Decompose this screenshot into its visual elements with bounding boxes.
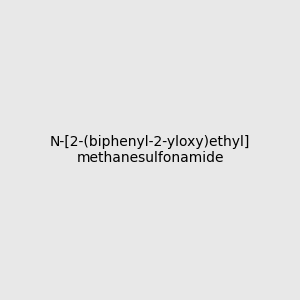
Text: N-[2-(biphenyl-2-yloxy)ethyl]
methanesulfonamide: N-[2-(biphenyl-2-yloxy)ethyl] methanesul… [50, 135, 250, 165]
